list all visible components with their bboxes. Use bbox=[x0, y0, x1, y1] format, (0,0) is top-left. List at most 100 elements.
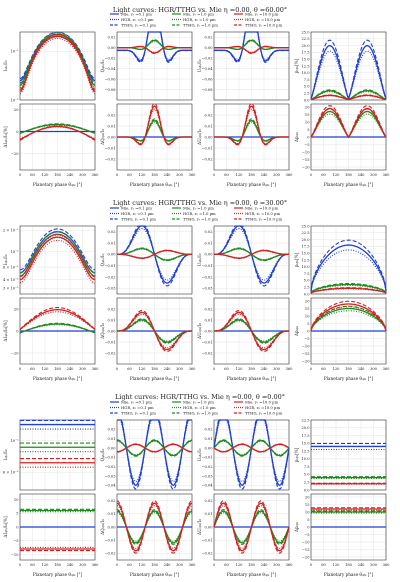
y-tick-label: 0 bbox=[307, 135, 310, 139]
y-tick-label: 5 bbox=[307, 128, 310, 132]
y-tick-label: 10 bbox=[305, 510, 310, 514]
y-tick-label: −0.02 bbox=[201, 56, 212, 60]
x-tick-label: 300 bbox=[370, 563, 378, 567]
x-axis-label: Planetary phase θₒᵦₛ [°] bbox=[33, 182, 83, 187]
y-tick-label: −0.04 bbox=[104, 67, 116, 71]
legend-entry: Mie, r₀ =1.0 µm bbox=[183, 206, 214, 211]
y-tick-label: −0.06 bbox=[104, 77, 116, 81]
y-tick-label: 0 bbox=[16, 525, 19, 529]
series-line-blue-dashed bbox=[310, 39, 387, 101]
series-line-red-dashed bbox=[213, 443, 290, 453]
x-axis-label: Planetary phase θₒᵦₛ [°] bbox=[324, 376, 374, 381]
y-tick-label: 0.01 bbox=[107, 241, 115, 245]
series-line-red-dotted bbox=[117, 313, 192, 349]
axes-frame bbox=[213, 225, 290, 295]
series-line-blue-dotted bbox=[19, 234, 96, 277]
y-axis-label: Iₒᵦₛ/I₀ bbox=[3, 254, 8, 265]
axes-frame bbox=[116, 225, 193, 295]
panel-dI: 10 5 0 −5 −10 ΔIₒᵦₛ/I₀[%] 0 60 120 180 240 300 360 Pl… bbox=[3, 493, 99, 577]
y-tick-label: 7.5 bbox=[304, 465, 310, 469]
y-axis-label: Uₒᵦₛ/I₀ bbox=[197, 448, 202, 461]
series-line-blue-dashed bbox=[117, 31, 192, 63]
y-tick-label: −0.02 bbox=[104, 351, 115, 355]
x-tick-label: 300 bbox=[370, 367, 378, 371]
series-line-green-dotted bbox=[310, 310, 387, 332]
legend-entry: TTHG, r₀ =10.0 µm bbox=[245, 411, 283, 416]
chart-title: Light curves: HGR/TTHG vs. Mie η =0.00, … bbox=[113, 199, 287, 207]
series-line-red-dotted bbox=[116, 444, 193, 452]
panel-dQ: 0.02 0.01 0.00 −0.01 −0.02 ΔQₒᵦₛ/I₀ 0 60 120 180 2… bbox=[100, 493, 196, 577]
y-tick-label: −0.02 bbox=[201, 351, 212, 355]
y-tick-label: 0.02 bbox=[204, 230, 212, 234]
legend-entry: TTHG, r₀ =10.0 µm bbox=[245, 217, 283, 222]
y-tick-label: 5.0 bbox=[304, 279, 310, 283]
y-tick-label: 0.02 bbox=[107, 113, 115, 117]
x-tick-label: 180 bbox=[248, 173, 256, 177]
series-line-blue-solid bbox=[310, 44, 387, 101]
y-tick-label: 0.02 bbox=[107, 230, 115, 234]
panel-dU: 0.02 0.01 0.00 −0.01 −0.02 ΔUₒᵦₛ/I₀ 0 60 120 180 2… bbox=[197, 493, 293, 577]
x-tick-label: 360 bbox=[286, 173, 294, 177]
x-tick-label: 360 bbox=[189, 173, 197, 177]
panel-dp: 20 15 10 5 0 −5 −10 −15 −20 Δpₒᵦₛ 0 60 120 180 240 300 3… bbox=[294, 297, 391, 381]
y-tick-label: −0.02 bbox=[201, 157, 212, 161]
x-tick-label: 300 bbox=[273, 367, 281, 371]
figure-block-2: Light curves: HGR/TTHG vs. Mie η =0.00, … bbox=[3, 199, 390, 381]
y-tick-label: 20.0 bbox=[301, 238, 310, 242]
y-tick-label: 0.00 bbox=[204, 446, 213, 450]
axes-frame bbox=[213, 419, 290, 491]
legend-entry: HGR, r₀ =0.1 µm bbox=[121, 17, 154, 22]
series-line-red-dashed bbox=[214, 103, 289, 146]
y-tick-label: 0.00 bbox=[204, 46, 213, 50]
y-tick-label: 10⁻² bbox=[11, 98, 19, 102]
y-tick-label: 5.0 bbox=[304, 473, 310, 477]
y-tick-label: −0.04 bbox=[104, 484, 116, 488]
series-line-green-dotted bbox=[213, 440, 290, 456]
y-axis-label: Qₒᵦₛ/I₀ bbox=[100, 59, 105, 72]
x-tick-label: 120 bbox=[333, 367, 341, 371]
y-tick-label: 0.01 bbox=[204, 512, 212, 516]
x-tick-label: 240 bbox=[358, 563, 366, 567]
x-tick-label: 360 bbox=[383, 563, 391, 567]
y-tick-label: 0.02 bbox=[107, 499, 115, 503]
legend-entry: Mie, r₀ =0.1 µm bbox=[121, 400, 152, 405]
y-tick-label: 20 bbox=[14, 108, 19, 112]
x-tick-label: 360 bbox=[383, 367, 391, 371]
series-line-blue-dotted bbox=[117, 31, 192, 61]
x-tick-label: 180 bbox=[151, 563, 159, 567]
chart-title: Light curves: HGR/TTHG vs. Mie η =0.00, … bbox=[113, 6, 287, 14]
x-tick-label: 120 bbox=[236, 367, 244, 371]
y-axis-label: Δpₒᵦₛ bbox=[294, 325, 299, 336]
chart-title: Light curves: HGR/TTHG vs. Mie η =0.00, … bbox=[115, 393, 285, 401]
x-tick-label: 120 bbox=[139, 563, 147, 567]
y-tick-label: 15 bbox=[305, 113, 310, 117]
y-tick-label: −0.01 bbox=[104, 456, 115, 460]
x-axis-label: Planetary phase θₒᵦₛ [°] bbox=[227, 572, 277, 577]
legend-entry: HGR, r₀ =1.0 µm bbox=[183, 211, 216, 216]
series-line-green-dotted bbox=[214, 320, 289, 342]
x-tick-label: 360 bbox=[383, 173, 391, 177]
y-tick-label: 0.00 bbox=[204, 135, 213, 139]
panel-dp: 20 15 10 5 0 −5 −10 −15 −20 Δpₒᵦₛ 0 60 120 180 240 300 3… bbox=[294, 493, 391, 577]
x-tick-label: 120 bbox=[139, 367, 147, 371]
y-tick-label: −0.06 bbox=[201, 77, 213, 81]
y-tick-label: 22.5 bbox=[301, 37, 310, 41]
y-tick-label: −0.01 bbox=[201, 456, 212, 460]
y-tick-label: 0.01 bbox=[107, 124, 115, 128]
y-tick-label: 0.01 bbox=[107, 318, 115, 322]
y-tick-label: 10.0 bbox=[301, 457, 310, 461]
y-axis-label: pₒᵦₛ[%] bbox=[294, 252, 299, 267]
x-tick-label: 0 bbox=[213, 563, 216, 567]
y-tick-label: 0.00 bbox=[204, 525, 213, 529]
x-tick-label: 120 bbox=[236, 173, 244, 177]
y-tick-label: 0.01 bbox=[204, 437, 212, 441]
series-line-red-dashed bbox=[213, 500, 290, 554]
x-tick-label: 360 bbox=[189, 367, 197, 371]
x-tick-label: 180 bbox=[54, 367, 62, 371]
y-tick-label: 10 bbox=[305, 314, 310, 318]
x-tick-label: 60 bbox=[127, 173, 132, 177]
x-tick-label: 60 bbox=[321, 367, 326, 371]
y-axis-label: pₒᵦₛ[%] bbox=[294, 447, 299, 462]
y-tick-label: 0.02 bbox=[204, 36, 212, 40]
